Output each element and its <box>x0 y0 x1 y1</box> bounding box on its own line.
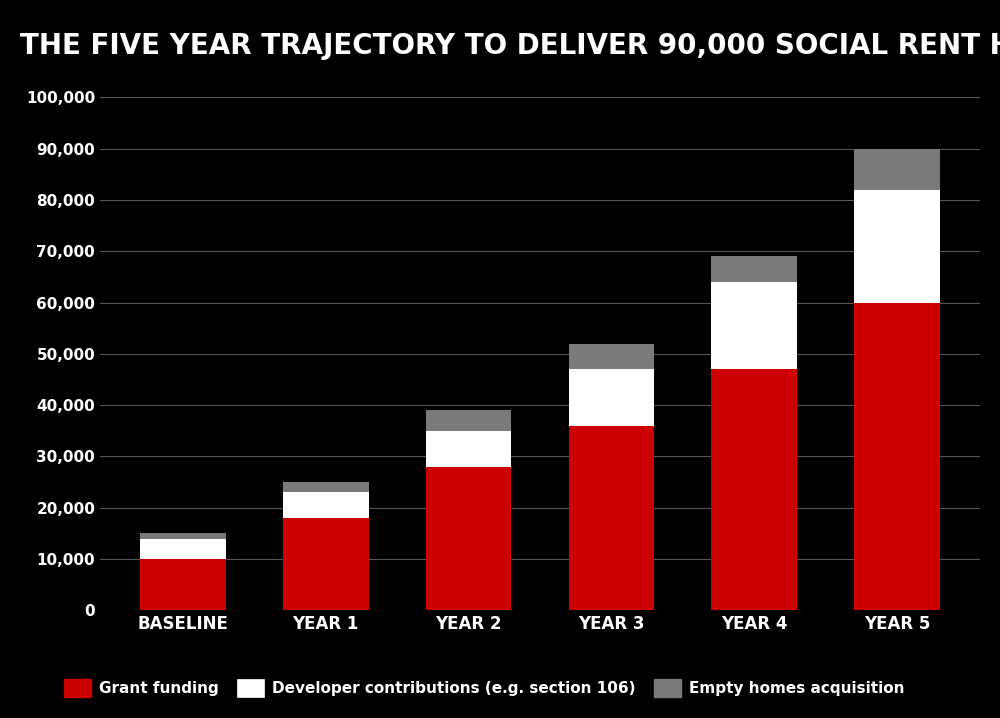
Bar <box>711 282 797 369</box>
Bar <box>140 538 226 559</box>
Bar <box>711 369 797 610</box>
Bar <box>711 256 797 282</box>
Bar <box>283 518 369 610</box>
Legend: Grant funding, Developer contributions (e.g. section 106), Empty homes acquisiti: Grant funding, Developer contributions (… <box>58 673 911 703</box>
Bar <box>569 369 654 426</box>
Bar <box>854 190 940 302</box>
Bar <box>569 426 654 610</box>
Bar <box>283 482 369 493</box>
Text: THE FIVE YEAR TRAJECTORY TO DELIVER 90,000 SOCIAL RENT HOMES: THE FIVE YEAR TRAJECTORY TO DELIVER 90,0… <box>20 32 1000 60</box>
Bar <box>854 149 940 190</box>
Bar <box>854 302 940 610</box>
Bar <box>426 431 511 467</box>
Bar <box>283 493 369 518</box>
Bar <box>426 410 511 431</box>
Bar <box>140 533 226 538</box>
Bar <box>569 344 654 369</box>
Bar <box>426 467 511 610</box>
Bar <box>140 559 226 610</box>
